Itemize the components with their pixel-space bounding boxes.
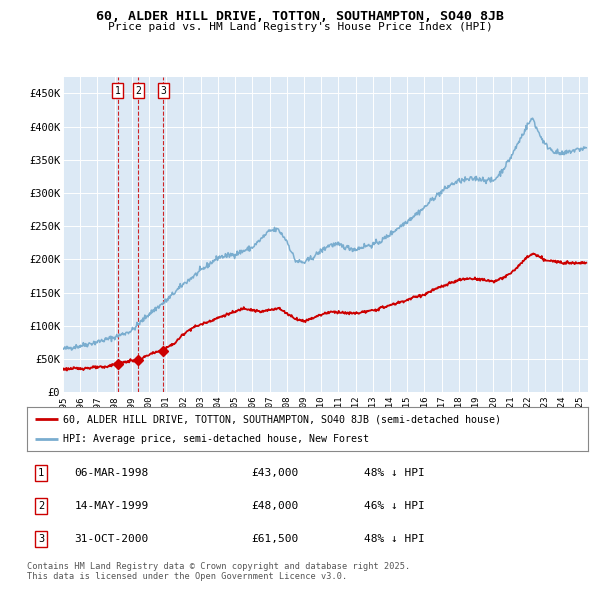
Text: 3: 3 [160,86,166,96]
Text: 31-OCT-2000: 31-OCT-2000 [74,534,149,544]
Text: £61,500: £61,500 [251,534,299,544]
Text: 48% ↓ HPI: 48% ↓ HPI [364,468,424,478]
Text: 46% ↓ HPI: 46% ↓ HPI [364,501,424,511]
Text: 14-MAY-1999: 14-MAY-1999 [74,501,149,511]
Text: 60, ALDER HILL DRIVE, TOTTON, SOUTHAMPTON, SO40 8JB: 60, ALDER HILL DRIVE, TOTTON, SOUTHAMPTO… [96,10,504,23]
Text: 3: 3 [38,534,44,544]
Text: Price paid vs. HM Land Registry's House Price Index (HPI): Price paid vs. HM Land Registry's House … [107,22,493,32]
Text: 2: 2 [135,86,141,96]
Text: 1: 1 [115,86,121,96]
Text: 1: 1 [38,468,44,478]
Text: 48% ↓ HPI: 48% ↓ HPI [364,534,424,544]
Text: £48,000: £48,000 [251,501,299,511]
Text: Contains HM Land Registry data © Crown copyright and database right 2025.
This d: Contains HM Land Registry data © Crown c… [27,562,410,581]
Text: 2: 2 [38,501,44,511]
Text: 60, ALDER HILL DRIVE, TOTTON, SOUTHAMPTON, SO40 8JB (semi-detached house): 60, ALDER HILL DRIVE, TOTTON, SOUTHAMPTO… [64,414,502,424]
Text: 06-MAR-1998: 06-MAR-1998 [74,468,149,478]
Text: £43,000: £43,000 [251,468,299,478]
Text: HPI: Average price, semi-detached house, New Forest: HPI: Average price, semi-detached house,… [64,434,370,444]
